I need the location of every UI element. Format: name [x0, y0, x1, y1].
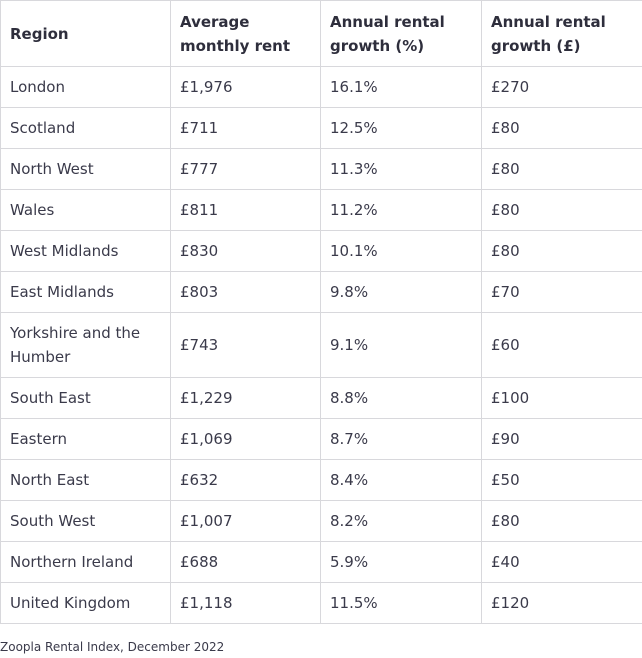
- cell-growth-pounds: £80: [481, 230, 642, 272]
- column-header-region: Region: [0, 0, 171, 67]
- cell-region: London: [0, 66, 171, 108]
- cell-growth-percent: 5.9%: [320, 541, 482, 583]
- table-row: North East £632 8.4% £50: [0, 459, 642, 501]
- column-header-growth-pounds: Annual rental growth (£): [481, 0, 642, 67]
- table-row: East Midlands £803 9.8% £70: [0, 271, 642, 313]
- rental-growth-table: Region Average monthly rent Annual renta…: [0, 0, 642, 624]
- cell-growth-percent: 11.2%: [320, 189, 482, 231]
- cell-growth-pounds: £100: [481, 377, 642, 419]
- table-header-row: Region Average monthly rent Annual renta…: [0, 0, 642, 67]
- table-row: London £1,976 16.1% £270: [0, 66, 642, 108]
- cell-average-rent: £1,007: [170, 500, 321, 542]
- cell-growth-percent: 16.1%: [320, 66, 482, 108]
- cell-growth-pounds: £90: [481, 418, 642, 460]
- cell-growth-pounds: £270: [481, 66, 642, 108]
- cell-region: United Kingdom: [0, 582, 171, 624]
- cell-growth-pounds: £80: [481, 500, 642, 542]
- cell-region: Eastern: [0, 418, 171, 460]
- table-row: South West £1,007 8.2% £80: [0, 500, 642, 542]
- cell-average-rent: £632: [170, 459, 321, 501]
- table-row: Northern Ireland £688 5.9% £40: [0, 541, 642, 583]
- cell-region: North West: [0, 148, 171, 190]
- cell-growth-pounds: £40: [481, 541, 642, 583]
- cell-growth-percent: 12.5%: [320, 107, 482, 149]
- table-row: Wales £811 11.2% £80: [0, 189, 642, 231]
- cell-region: Scotland: [0, 107, 171, 149]
- table-row: West Midlands £830 10.1% £80: [0, 230, 642, 272]
- source-caption: Zoopla Rental Index, December 2022: [0, 640, 225, 654]
- cell-average-rent: £811: [170, 189, 321, 231]
- cell-average-rent: £711: [170, 107, 321, 149]
- table-row: South East £1,229 8.8% £100: [0, 377, 642, 419]
- cell-average-rent: £830: [170, 230, 321, 272]
- cell-region: South East: [0, 377, 171, 419]
- cell-average-rent: £777: [170, 148, 321, 190]
- table-row: Scotland £711 12.5% £80: [0, 107, 642, 149]
- cell-growth-pounds: £80: [481, 189, 642, 231]
- cell-growth-pounds: £70: [481, 271, 642, 313]
- cell-growth-percent: 8.8%: [320, 377, 482, 419]
- cell-region: Wales: [0, 189, 171, 231]
- table-row: North West £777 11.3% £80: [0, 148, 642, 190]
- table-row: Eastern £1,069 8.7% £90: [0, 418, 642, 460]
- table-row: United Kingdom £1,118 11.5% £120: [0, 582, 642, 624]
- cell-growth-percent: 11.5%: [320, 582, 482, 624]
- cell-region: North East: [0, 459, 171, 501]
- cell-average-rent: £803: [170, 271, 321, 313]
- cell-growth-pounds: £50: [481, 459, 642, 501]
- table-row: Yorkshire and the Humber £743 9.1% £60: [0, 312, 642, 378]
- cell-growth-pounds: £80: [481, 148, 642, 190]
- cell-growth-percent: 9.8%: [320, 271, 482, 313]
- cell-growth-percent: 10.1%: [320, 230, 482, 272]
- cell-average-rent: £743: [170, 312, 321, 378]
- cell-growth-percent: 8.2%: [320, 500, 482, 542]
- cell-growth-percent: 8.4%: [320, 459, 482, 501]
- column-header-average-rent: Average monthly rent: [170, 0, 321, 67]
- cell-average-rent: £1,118: [170, 582, 321, 624]
- cell-growth-pounds: £120: [481, 582, 642, 624]
- cell-region: East Midlands: [0, 271, 171, 313]
- cell-average-rent: £1,069: [170, 418, 321, 460]
- cell-average-rent: £688: [170, 541, 321, 583]
- cell-region: Northern Ireland: [0, 541, 171, 583]
- cell-region: West Midlands: [0, 230, 171, 272]
- cell-growth-pounds: £60: [481, 312, 642, 378]
- cell-growth-percent: 9.1%: [320, 312, 482, 378]
- cell-growth-percent: 11.3%: [320, 148, 482, 190]
- column-header-growth-percent: Annual rental growth (%): [320, 0, 482, 67]
- cell-average-rent: £1,229: [170, 377, 321, 419]
- cell-growth-percent: 8.7%: [320, 418, 482, 460]
- cell-growth-pounds: £80: [481, 107, 642, 149]
- cell-average-rent: £1,976: [170, 66, 321, 108]
- cell-region: Yorkshire and the Humber: [0, 312, 171, 378]
- cell-region: South West: [0, 500, 171, 542]
